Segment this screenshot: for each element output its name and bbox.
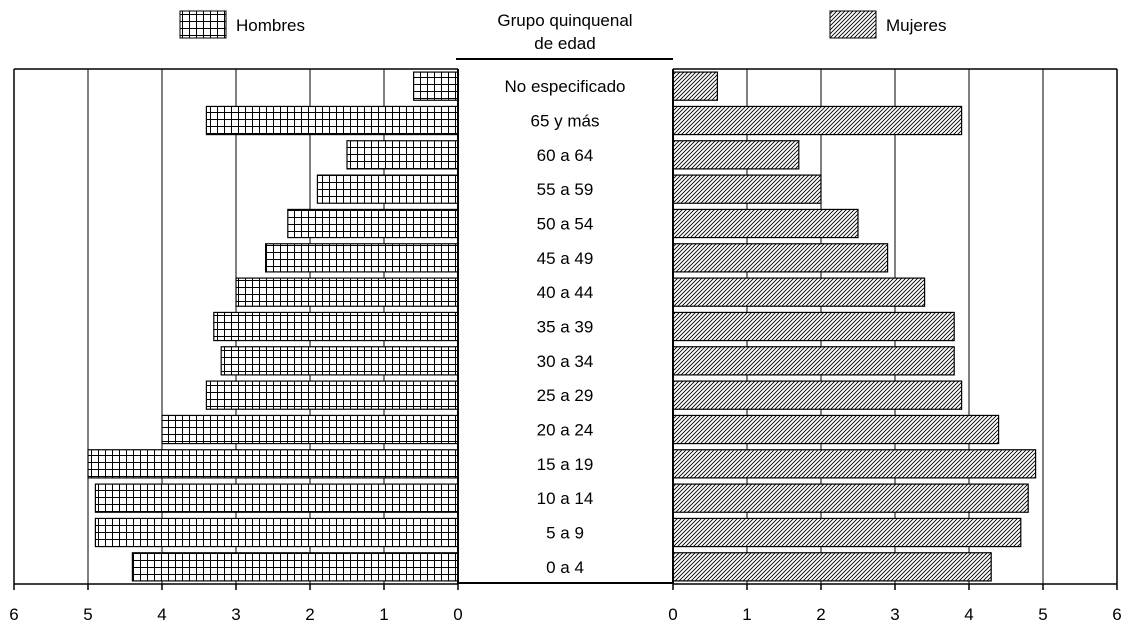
bar-hombres xyxy=(235,277,459,307)
center-header: Grupo quinquenal de edad xyxy=(456,11,673,60)
right-tick-label: 1 xyxy=(742,605,751,624)
bar-hombres xyxy=(161,414,459,445)
bar-mujeres xyxy=(672,552,992,582)
bar-mujeres xyxy=(672,243,889,273)
right-tick-label: 4 xyxy=(964,605,973,624)
bar-mujeres xyxy=(672,483,1029,513)
bar-mujeres xyxy=(672,208,859,239)
bar-mujeres xyxy=(672,105,963,136)
left-tick-label: 2 xyxy=(305,605,314,624)
bar-mujeres xyxy=(672,311,955,342)
bar-mujeres xyxy=(672,174,822,204)
category-label: 50 a 54 xyxy=(537,215,594,234)
bar-hombres xyxy=(94,483,459,513)
bar-hombres xyxy=(287,208,459,239)
left-tick-label: 3 xyxy=(231,605,240,624)
legend-swatch-hombres xyxy=(179,10,227,39)
category-label: 60 a 64 xyxy=(537,146,594,165)
bar-mujeres xyxy=(672,414,1000,445)
category-label: 35 a 39 xyxy=(537,318,594,337)
category-label: 45 a 49 xyxy=(537,249,594,268)
category-label: 5 a 9 xyxy=(546,524,584,543)
bar-hombres xyxy=(87,449,459,479)
category-label: 10 a 14 xyxy=(537,489,594,508)
category-label: 0 a 4 xyxy=(546,558,584,577)
bar-mujeres xyxy=(672,449,1037,479)
category-label: 40 a 44 xyxy=(537,283,594,302)
bar-hombres xyxy=(205,105,459,136)
category-label: 15 a 19 xyxy=(537,455,594,474)
left-panel: 0 1 2 3 4 5 6 xyxy=(9,68,463,624)
left-tick-label: 1 xyxy=(379,605,388,624)
right-tick-label: 5 xyxy=(1038,605,1047,624)
legend-swatch-mujeres xyxy=(829,10,877,39)
category-label: 30 a 34 xyxy=(537,352,594,371)
left-tick-label: 5 xyxy=(83,605,92,624)
right-tick-label: 3 xyxy=(890,605,899,624)
bar-hombres xyxy=(94,517,459,548)
left-ticks: 0 1 2 3 4 5 6 xyxy=(9,584,463,624)
bar-hombres xyxy=(213,311,459,342)
legend-label-mujeres: Mujeres xyxy=(886,16,946,35)
bar-hombres xyxy=(205,380,459,410)
left-bars xyxy=(87,71,459,582)
center-header-line-1: Grupo quinquenal xyxy=(497,11,632,30)
category-label: No especificado xyxy=(505,77,626,96)
bar-hombres xyxy=(220,346,459,376)
left-tick-label: 6 xyxy=(9,605,18,624)
bar-hombres xyxy=(413,71,459,101)
right-tick-label: 2 xyxy=(816,605,825,624)
bar-mujeres xyxy=(672,517,1022,548)
bar-hombres xyxy=(131,552,459,582)
legend-label-hombres: Hombres xyxy=(236,16,305,35)
bar-mujeres xyxy=(672,380,963,410)
category-label: 25 a 29 xyxy=(537,386,594,405)
bar-hombres xyxy=(346,140,459,170)
bar-mujeres xyxy=(672,71,719,101)
bar-hombres xyxy=(265,243,459,273)
left-tick-label: 4 xyxy=(157,605,166,624)
center-header-line-2: de edad xyxy=(534,34,595,53)
right-bars xyxy=(672,71,1037,582)
right-tick-label: 0 xyxy=(668,605,677,624)
category-labels: No especificado 65 y más 60 a 64 55 a 59 50 … xyxy=(505,77,626,577)
right-tick-label: 6 xyxy=(1112,605,1121,624)
bar-mujeres xyxy=(672,140,800,170)
right-panel: 0 1 2 3 4 5 6 xyxy=(668,68,1122,624)
right-ticks: 0 1 2 3 4 5 6 xyxy=(668,584,1122,624)
bar-mujeres xyxy=(672,277,926,307)
bar-mujeres xyxy=(672,346,955,376)
left-tick-label: 0 xyxy=(453,605,462,624)
legend: Hombres Mujeres xyxy=(179,10,946,39)
category-label: 55 a 59 xyxy=(537,180,594,199)
category-label: 20 a 24 xyxy=(537,421,594,440)
category-label: 65 y más xyxy=(531,112,600,131)
bar-hombres xyxy=(316,174,459,204)
